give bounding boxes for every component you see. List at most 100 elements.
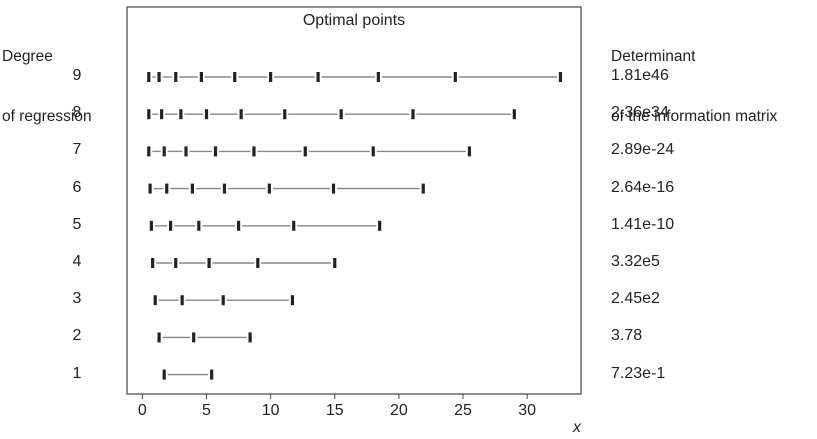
x-axis-ticks: 0 5 10 15 20 25 30 (138, 394, 536, 419)
optimal-point (331, 183, 336, 194)
optimal-point (252, 146, 256, 157)
optimal-point (558, 72, 563, 82)
point-rows (147, 72, 563, 380)
optimal-point (333, 258, 337, 268)
optimal-point (233, 72, 237, 82)
optimal-point (453, 72, 457, 82)
optimal-point (269, 72, 273, 82)
optimal-point (157, 332, 161, 343)
optimal-point (174, 72, 178, 82)
optimal-point (169, 220, 173, 231)
x-tick-label: 30 (518, 402, 536, 419)
degree-label: 2 (72, 327, 82, 345)
degree-label: 8 (72, 104, 82, 122)
optimal-point (210, 369, 214, 380)
optimal-point (199, 72, 203, 82)
optimal-point (197, 220, 201, 231)
points-row-degree-8 (147, 109, 516, 120)
optimal-point (316, 72, 320, 82)
optimal-point (290, 295, 295, 306)
degree-label: 9 (72, 67, 82, 84)
x-axis-label: x (572, 419, 582, 436)
determinant-value: 3.78 (611, 327, 643, 345)
optimal-point (292, 220, 296, 231)
optimal-point (221, 295, 225, 306)
degree-label: 4 (72, 253, 82, 270)
x-tick-label: 25 (454, 402, 472, 419)
determinant-value: 1.41e-10 (611, 215, 675, 233)
optimal-point (248, 332, 252, 343)
degree-header-line-1: Degree (2, 48, 53, 65)
determinant-value: 2.45e2 (611, 290, 660, 308)
optimal-point (213, 146, 218, 157)
x-tick-label: 15 (326, 402, 344, 419)
optimal-point (371, 146, 375, 157)
degree-label: 3 (72, 290, 82, 308)
determinant-value: 3.32e5 (611, 253, 660, 270)
optimal-point (512, 109, 516, 120)
optimal-point (378, 220, 382, 231)
determinant-value: 2.89e-24 (611, 141, 675, 159)
optimal-point (162, 146, 166, 157)
determinant-value: 2.64e-16 (611, 178, 675, 196)
optimal-point (147, 146, 151, 157)
optimal-point (153, 295, 157, 306)
x-tick-label: 10 (262, 402, 280, 419)
optimal-point (204, 109, 209, 120)
optimal-point (179, 109, 183, 120)
points-row-degree-7 (147, 146, 472, 157)
x-tick-label: 0 (138, 402, 147, 419)
optimal-point (157, 72, 161, 82)
optimal-point (160, 109, 164, 120)
determinant-value: 7.23e-1 (611, 364, 666, 382)
degree-label: 6 (72, 178, 82, 196)
determinant-column-header: Determinant of the information matrix (611, 7, 777, 147)
optimal-point (376, 72, 380, 82)
optimal-point (190, 183, 195, 194)
degree-column-header: Degree of regression (2, 7, 92, 147)
determinant-header-line-2: of the information matrix (611, 108, 778, 125)
plot-frame (126, 6, 582, 395)
optimal-point (411, 109, 415, 120)
degree-header-line-2: of regression (2, 108, 92, 125)
x-tick-label: 20 (390, 402, 408, 419)
optimal-point (207, 258, 211, 268)
points-row-degree-4 (151, 258, 337, 268)
points-row-degree-1 (162, 369, 214, 380)
determinant-header-line-1: Determinant (611, 48, 696, 65)
x-tick-label: 5 (202, 402, 211, 419)
optimal-point (148, 183, 152, 194)
optimal-point (256, 258, 260, 268)
determinant-value: 2.36e34 (611, 104, 669, 122)
optimal-point (174, 258, 178, 268)
optimal-point (467, 146, 472, 157)
optimal-point (147, 109, 151, 120)
degree-label: 1 (72, 364, 82, 382)
degree-label: 5 (72, 215, 82, 233)
optimal-point (283, 109, 287, 120)
points-row-degree-5 (149, 220, 382, 231)
points-row-degree-6 (148, 183, 425, 194)
optimal-point (339, 109, 343, 120)
optimal-point (165, 183, 169, 194)
optimal-point (149, 220, 153, 231)
points-row-degree-9 (147, 72, 563, 82)
determinant-value: 1.81e46 (611, 67, 669, 84)
optimal-point (180, 295, 184, 306)
optimal-point (303, 146, 307, 157)
chart-title: Optimal points (303, 12, 405, 29)
optimal-point (184, 146, 188, 157)
degree-label: 7 (72, 141, 82, 159)
optimal-point (222, 183, 227, 194)
optimal-point (192, 332, 196, 343)
optimal-point (421, 183, 425, 194)
optimal-point (147, 72, 151, 82)
points-row-degree-3 (153, 295, 295, 306)
optimal-point (151, 258, 155, 268)
optimal-point (267, 183, 271, 194)
optimal-point (162, 369, 166, 380)
points-row-degree-2 (157, 332, 252, 343)
optimal-point (239, 109, 243, 120)
optimal-point (236, 220, 241, 231)
